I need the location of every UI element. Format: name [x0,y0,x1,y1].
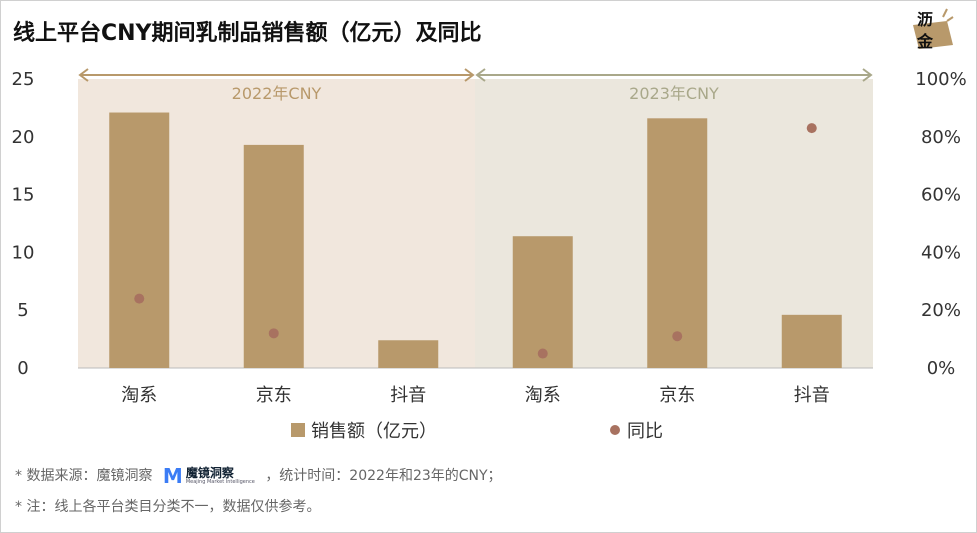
brand-logo: M 魔镜洞察 Meajing Market Intelligence [163,464,255,488]
y2-tick-label: 80% [921,127,961,148]
source-suffix: ，统计时间：2022年和23年的CNY； [265,468,502,484]
legend-bar-label: 销售额（亿元） [311,421,437,442]
y2-tick-label: 40% [921,242,961,263]
y2-tick-label: 0% [927,358,956,379]
x-tick-label: 抖音 [390,385,426,406]
arrow-right-icon [862,68,873,82]
y-tick-label: 25 [12,69,35,90]
yoy-dot [134,293,145,304]
logo-icon: 沥金 [913,8,954,51]
bar [109,112,170,368]
legend-dot-swatch [610,425,620,435]
yoy-dot [672,331,683,342]
x-tick-label: 抖音 [794,385,830,406]
brand-m-icon: M [162,464,183,488]
svg-text:沥: 沥 [917,10,933,29]
yoy-dot [268,328,279,339]
y-tick-label: 15 [12,185,35,206]
source-note: * 数据来源：魔镜洞察 M 魔镜洞察 Meajing Market Intellig… [15,464,502,488]
x-tick-label: 京东 [256,385,292,406]
yoy-dot [537,348,548,359]
chart-title: 线上平台CNY期间乳制品销售额（亿元）及同比 [13,21,482,46]
legend-dot-label: 同比 [627,421,663,442]
x-tick-label: 京东 [659,385,695,406]
y-tick-label: 20 [12,127,35,148]
y2-tick-label: 20% [921,300,961,321]
disclaimer-note: * 注：线上各平台类目分类不一，数据仅供参考。 [15,499,321,515]
y2-tick-label: 100% [915,69,966,90]
bar [781,314,842,368]
y2-tick-label: 60% [921,185,961,206]
bar [378,340,439,368]
yoy-dot [806,123,817,134]
brand-subtitle: Meajing Market Intelligence [185,479,255,485]
arrow-left-icon [475,68,486,82]
x-tick-label: 淘系 [121,385,157,406]
svg-text:金: 金 [916,32,934,51]
arrow-left-icon [78,68,89,82]
group-label: 2022年CNY [232,84,322,103]
x-tick-label: 淘系 [525,385,561,406]
y-tick-label: 5 [17,300,28,321]
y-tick-label: 10 [12,242,35,263]
bar [512,236,573,368]
chart: 2022年CNY 2023年CNY 0 5 10 15 20 25 0% 20% 40% 60% 80%… [12,68,967,442]
group-label: 2023年CNY [629,84,719,103]
brand-name: 魔镜洞察 [185,466,234,480]
legend-bar-swatch [291,423,305,437]
arrow-right-icon [464,68,475,82]
source-prefix: * 数据来源：魔镜洞察 [15,468,153,484]
bar [647,118,708,368]
y-tick-label: 0 [17,358,28,379]
